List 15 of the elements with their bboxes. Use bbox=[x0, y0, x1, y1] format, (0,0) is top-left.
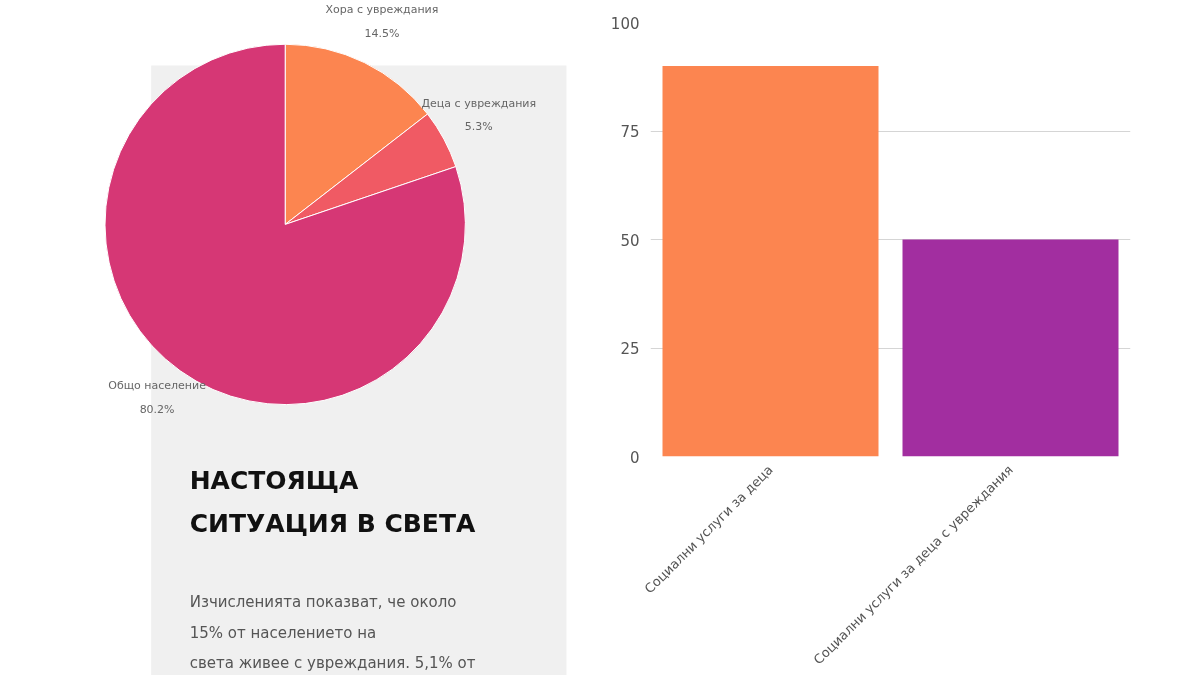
y-tick-label: 100 bbox=[610, 14, 640, 33]
data-label: 5.3% bbox=[464, 120, 493, 134]
text: света живее с увреждания. 5,1% от bbox=[189, 653, 476, 672]
slice-label: Деца с увреждания bbox=[421, 96, 537, 110]
y-tick-label: 50 bbox=[620, 231, 640, 250]
text: 15% от населението на bbox=[189, 623, 377, 642]
data-label: 80.2% bbox=[139, 402, 175, 416]
y-tick-label: 75 bbox=[620, 123, 640, 141]
y-tick-label: 0 bbox=[629, 448, 640, 467]
y-tick-label: 25 bbox=[620, 340, 640, 358]
text: НАСТОЯЩА СИТУАЦИЯ В СВЕТА bbox=[189, 465, 476, 538]
slice-label: Общо население bbox=[108, 379, 207, 393]
slice-label: Хора с увреждания bbox=[325, 3, 439, 17]
text: Изчисленията показват, че около bbox=[189, 593, 457, 612]
data-label: 14.5% bbox=[364, 27, 400, 41]
